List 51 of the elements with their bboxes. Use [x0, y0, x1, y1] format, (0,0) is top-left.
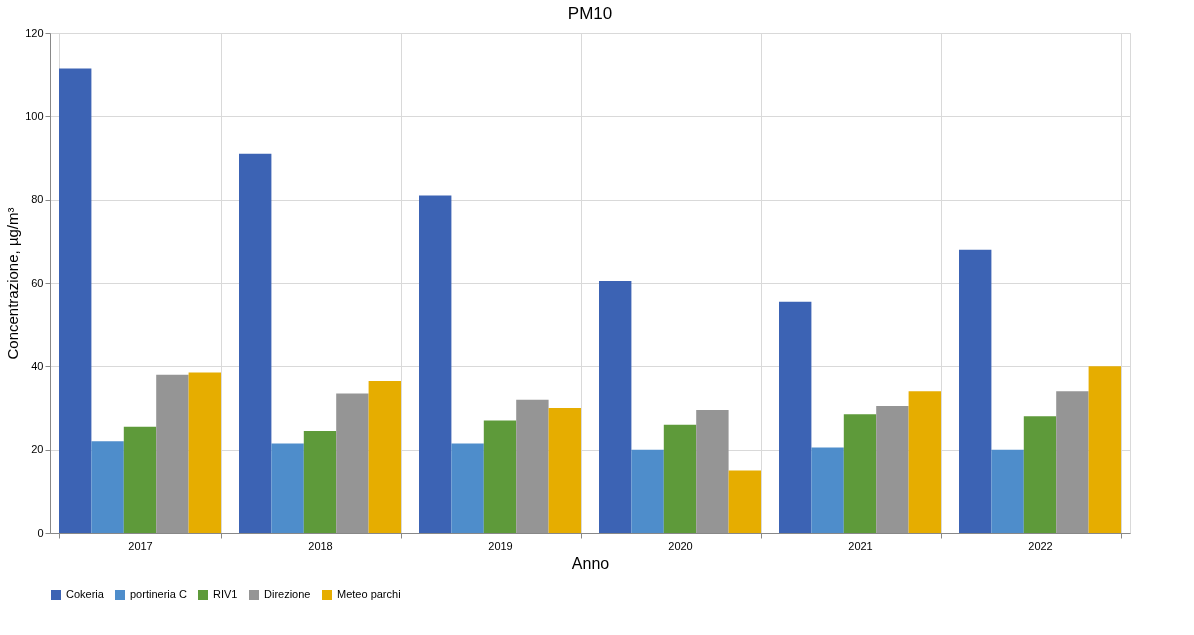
bar	[303, 430, 337, 533]
y-tick-label: 120	[25, 26, 44, 39]
y-tick-label: 0	[37, 526, 44, 539]
y-tick-label: 20	[31, 443, 44, 456]
x-axis-title: Anno	[571, 554, 610, 572]
bar	[876, 405, 909, 533]
legend-label: Cokeria	[66, 588, 105, 600]
bar	[123, 426, 157, 533]
y-tick-label: 80	[31, 193, 44, 206]
x-tick-label: 2018	[308, 539, 333, 552]
bar	[271, 443, 304, 533]
bar	[991, 449, 1024, 533]
y-tick-label: 40	[31, 359, 44, 372]
y-tick-label: 60	[31, 276, 44, 289]
x-tick-label: 2020	[668, 539, 693, 552]
bar	[599, 280, 632, 533]
bar	[1023, 416, 1057, 533]
x-tick-label: 2021	[848, 539, 873, 552]
x-tick-label: 2017	[128, 539, 153, 552]
bar	[548, 408, 581, 533]
legend-label: Meteo parchi	[337, 588, 401, 600]
bar	[1056, 391, 1089, 533]
legend-label: RIV1	[213, 588, 238, 600]
bar	[451, 443, 484, 533]
bar	[1088, 366, 1121, 533]
y-tick-label: 100	[25, 109, 44, 122]
bar	[336, 393, 369, 533]
bar	[959, 249, 992, 533]
bar	[779, 301, 812, 533]
bar	[156, 374, 189, 533]
bar	[239, 153, 272, 533]
bar	[483, 420, 517, 533]
y-axis-title: Concentrazione, µg/m³	[4, 207, 22, 360]
bar	[811, 447, 844, 533]
x-tick-label: 2022	[1028, 539, 1053, 552]
legend-label: portineria C	[130, 588, 187, 600]
legend-label: Direzione	[264, 588, 311, 600]
bar	[368, 380, 401, 533]
bar	[728, 470, 761, 533]
bar	[59, 68, 92, 533]
bar	[843, 414, 877, 533]
chart-title: PM10	[567, 4, 613, 23]
bar	[663, 424, 697, 533]
x-tick-label: 2019	[488, 539, 513, 552]
bar	[91, 441, 124, 533]
bar	[908, 391, 941, 533]
bar	[188, 372, 221, 533]
bar	[516, 399, 549, 533]
bar	[631, 449, 664, 533]
bar	[419, 195, 452, 533]
bar	[696, 410, 729, 533]
